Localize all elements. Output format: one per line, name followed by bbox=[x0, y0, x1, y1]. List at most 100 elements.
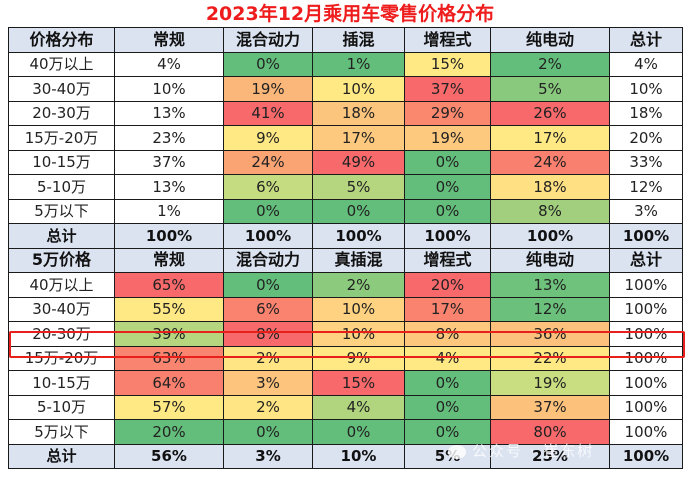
table1-header-row: 价格分布 常规 混合动力 插混 增程式 纯电动 总计 bbox=[8, 27, 683, 53]
data-cell: 100% bbox=[609, 272, 683, 298]
table-row: 10-15万 64% 3% 15% 0% 19% 100% bbox=[8, 370, 683, 396]
data-cell: 2% bbox=[490, 51, 610, 77]
row-label: 5万以下 bbox=[8, 419, 115, 445]
data-cell: 100% bbox=[609, 321, 683, 347]
table2-header-row: 5万价格 常规 混合动力 真插混 增程式 纯电动 总计 bbox=[8, 247, 683, 273]
data-cell: 64% bbox=[114, 370, 224, 396]
data-cell: 24% bbox=[223, 149, 313, 175]
total-cell: 100% bbox=[609, 223, 683, 249]
row-label: 10-15万 bbox=[8, 370, 115, 396]
data-cell: 10% bbox=[312, 321, 405, 347]
data-cell: 2% bbox=[223, 394, 313, 420]
data-cell: 1% bbox=[312, 51, 405, 77]
column-header: 常规 bbox=[114, 247, 224, 273]
data-cell: 19% bbox=[404, 125, 491, 151]
data-cell: 8% bbox=[490, 198, 610, 224]
column-header: 插混 bbox=[312, 27, 405, 53]
data-cell: 3% bbox=[223, 370, 313, 396]
data-cell: 18% bbox=[312, 100, 405, 126]
data-cell: 12% bbox=[490, 296, 610, 322]
row-label: 5-10万 bbox=[8, 174, 115, 200]
data-cell: 39% bbox=[114, 321, 224, 347]
data-cell: 0% bbox=[404, 394, 491, 420]
data-cell: 100% bbox=[609, 345, 683, 371]
price-distribution-table: 价格分布 常规 混合动力 插混 增程式 纯电动 总计 40万以上 4% 0% 1% 15% 2% 4% 30… bbox=[8, 27, 683, 469]
data-cell: 0% bbox=[223, 51, 313, 77]
data-cell: 57% bbox=[114, 394, 224, 420]
column-header: 纯电动 bbox=[490, 247, 610, 273]
total-cell: 25% bbox=[490, 443, 610, 469]
data-cell: 1% bbox=[114, 198, 224, 224]
row-label: 20-30万 bbox=[8, 321, 115, 347]
table-row: 40万以上 65% 0% 2% 20% 13% 100% bbox=[8, 272, 683, 298]
data-cell: 100% bbox=[609, 370, 683, 396]
data-cell: 33% bbox=[609, 149, 683, 175]
data-cell: 0% bbox=[223, 419, 313, 445]
data-cell: 18% bbox=[609, 100, 683, 126]
data-cell: 100% bbox=[609, 419, 683, 445]
data-cell: 4% bbox=[114, 51, 224, 77]
data-cell: 0% bbox=[404, 198, 491, 224]
data-cell: 2% bbox=[223, 345, 313, 371]
row-label: 5-10万 bbox=[8, 394, 115, 420]
data-cell: 65% bbox=[114, 272, 224, 298]
data-cell: 20% bbox=[609, 125, 683, 151]
table-row: 30-40万 55% 6% 10% 17% 12% 100% bbox=[8, 296, 683, 322]
total-label: 总计 bbox=[8, 223, 115, 249]
table-row: 20-30万 39% 8% 10% 8% 36% 100% bbox=[8, 321, 683, 347]
total-cell: 56% bbox=[114, 443, 224, 469]
data-cell: 0% bbox=[404, 174, 491, 200]
data-cell: 4% bbox=[312, 394, 405, 420]
data-cell: 0% bbox=[312, 198, 405, 224]
data-cell: 80% bbox=[490, 419, 610, 445]
data-cell: 13% bbox=[114, 174, 224, 200]
data-cell: 3% bbox=[609, 198, 683, 224]
data-cell: 12% bbox=[609, 174, 683, 200]
data-cell: 0% bbox=[404, 419, 491, 445]
data-cell: 26% bbox=[490, 100, 610, 126]
column-header: 增程式 bbox=[404, 27, 491, 53]
row-label: 40万以上 bbox=[8, 51, 115, 77]
total-cell: 100% bbox=[223, 223, 313, 249]
data-cell: 24% bbox=[490, 149, 610, 175]
data-cell: 41% bbox=[223, 100, 313, 126]
data-cell: 37% bbox=[490, 394, 610, 420]
data-cell: 18% bbox=[490, 174, 610, 200]
table-row: 15万-20万 63% 2% 9% 4% 22% 100% bbox=[8, 345, 683, 371]
data-cell: 13% bbox=[114, 100, 224, 126]
data-cell: 5% bbox=[490, 76, 610, 102]
data-cell: 8% bbox=[404, 321, 491, 347]
column-header: 真插混 bbox=[312, 247, 405, 273]
column-header: 混合动力 bbox=[223, 247, 313, 273]
row-label: 20-30万 bbox=[8, 100, 115, 126]
total-cell: 100% bbox=[404, 223, 491, 249]
data-cell: 17% bbox=[490, 125, 610, 151]
table-row: 5万以下 20% 0% 0% 0% 80% 100% bbox=[8, 419, 683, 445]
data-cell: 36% bbox=[490, 321, 610, 347]
row-label: 5万以下 bbox=[8, 198, 115, 224]
data-cell: 37% bbox=[404, 76, 491, 102]
table2-total-row: 总计 56% 3% 10% 5% 25% 100% bbox=[8, 443, 683, 469]
data-cell: 100% bbox=[609, 296, 683, 322]
total-cell: 100% bbox=[114, 223, 224, 249]
data-cell: 10% bbox=[312, 76, 405, 102]
column-header: 常规 bbox=[114, 27, 224, 53]
data-cell: 9% bbox=[312, 345, 405, 371]
total-cell: 100% bbox=[609, 443, 683, 469]
row-label: 10-15万 bbox=[8, 149, 115, 175]
data-cell: 15% bbox=[312, 370, 405, 396]
data-cell: 8% bbox=[223, 321, 313, 347]
data-cell: 17% bbox=[312, 125, 405, 151]
data-cell: 0% bbox=[223, 272, 313, 298]
column-header: 增程式 bbox=[404, 247, 491, 273]
table-row: 10-15万 37% 24% 49% 0% 24% 33% bbox=[8, 149, 683, 175]
table-row: 20-30万 13% 41% 18% 29% 26% 18% bbox=[8, 100, 683, 126]
table-row: 30-40万 10% 19% 10% 37% 5% 10% bbox=[8, 76, 683, 102]
table-row: 5-10万 13% 6% 5% 0% 18% 12% bbox=[8, 174, 683, 200]
total-cell: 100% bbox=[312, 223, 405, 249]
data-cell: 6% bbox=[223, 296, 313, 322]
table-row: 40万以上 4% 0% 1% 15% 2% 4% bbox=[8, 51, 683, 77]
total-cell: 100% bbox=[490, 223, 610, 249]
data-cell: 4% bbox=[609, 51, 683, 77]
total-label: 总计 bbox=[8, 443, 115, 469]
